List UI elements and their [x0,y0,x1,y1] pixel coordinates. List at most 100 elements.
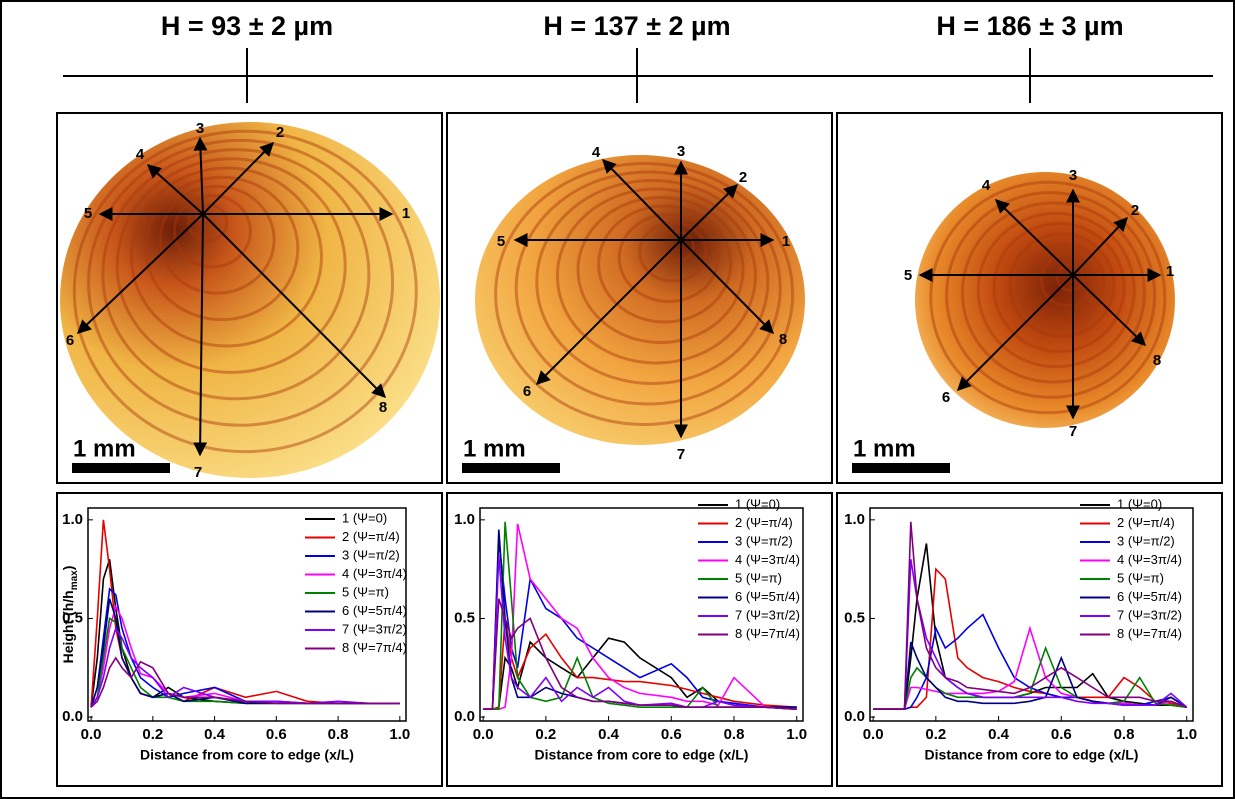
legend-label: 5 (Ψ=π) [342,584,389,599]
x-tick-label: 0.6 [661,726,682,743]
direction-arrow [146,164,204,215]
growth-ring [638,221,708,283]
growth-ring [115,157,347,374]
growth-ring [494,162,795,426]
chart-frame [836,492,1223,787]
header-title: H = 93 ± 2 µm [161,11,333,41]
x-axis-label: Distance from core to edge (x/L) [140,747,354,763]
direction-label: 1 [402,205,410,222]
y-tick-label: 1.0 [454,511,475,528]
growth-ring [555,187,757,365]
x-tick-label: 1.0 [389,726,410,743]
legend-label: 2 (Ψ=π/4) [342,529,400,544]
growth-ring [158,184,276,295]
direction-label: 2 [276,124,284,141]
legend-label: 3 (Ψ=π/2) [1117,533,1175,548]
legend-label: 2 (Ψ=π/4) [735,515,793,530]
direction-arrow [202,142,274,215]
growth-ring [1008,232,1116,338]
direction-label: 2 [739,169,747,186]
direction-arrow [680,184,738,241]
scale-bar [852,463,950,473]
direction-label: 4 [136,146,145,163]
scale-bar-label: 1 mm [73,435,136,462]
plot-area [869,507,1194,722]
direction-label: 6 [942,389,950,406]
x-tick-label: 0.6 [1051,726,1072,743]
header-title: H = 137 ± 2 µm [543,11,730,41]
direction-label: 7 [677,446,685,463]
legend-label: 8 (Ψ=7π/4) [735,626,800,641]
scale-bar-label: 1 mm [853,435,916,462]
growth-ring [617,213,720,303]
growth-ring [576,196,745,344]
direction-label: 8 [379,399,387,416]
scale-bar [462,463,560,473]
legend-label: 1 (Ψ=0) [1117,496,1162,511]
direction-label: 3 [196,120,204,137]
direction-arrow [202,213,386,398]
growth-ring [597,204,733,324]
direction-label: 4 [592,144,601,161]
legend-label: 5 (Ψ=π) [1117,570,1164,585]
direction-arrow [76,213,204,334]
legend-label: 7 (Ψ=3π/2) [735,607,800,622]
growth-ring [945,191,1157,399]
x-tick-label: 0.6 [266,726,287,743]
growth-ring [144,175,300,322]
x-tick-label: 0.8 [328,726,349,743]
growth-ring [187,203,229,242]
legend-label: 4 (Ψ=3π/4) [735,552,800,567]
x-tick-label: 0.2 [142,726,163,743]
legend-label: 4 (Ψ=3π/4) [1117,552,1182,567]
direction-label: 3 [677,143,685,160]
direction-arrow [193,213,208,457]
direction-label: 5 [84,205,92,222]
direction-arrow [193,136,208,215]
direction-arrow [1072,216,1128,276]
growth-ring [992,222,1126,353]
legend-label: 7 (Ψ=3π/2) [342,621,407,636]
y-axis-label-part: ) [60,566,76,571]
legend-label: 4 (Ψ=3π/4) [342,566,407,581]
direction-label: 6 [66,332,74,349]
legend-label: 5 (Ψ=π) [735,570,782,585]
scale-bar [72,463,170,473]
direction-arrow [680,239,774,334]
x-tick-label: 0.4 [988,726,1010,743]
direction-label: 5 [497,233,505,250]
series-line [873,521,1187,710]
x-tick-label: 0.4 [204,726,226,743]
series-line [483,598,797,710]
direction-arrow [602,158,682,241]
growth-ring [535,179,770,385]
legend-label: 1 (Ψ=0) [342,510,387,525]
growth-ring [929,180,1167,415]
direction-label: 5 [904,267,912,284]
x-tick-label: 0.2 [925,726,946,743]
y-axis-label: Height (h/hmax) [60,566,80,664]
legend-label: 3 (Ψ=π/2) [735,533,793,548]
x-axis-label: Distance from core to edge (x/L) [925,747,1139,763]
x-tick-label: 0.2 [535,726,556,743]
direction-arrow [536,239,682,385]
y-tick-label: 0.0 [454,708,475,725]
series-line [483,555,797,710]
direction-label: 7 [194,464,202,481]
x-tick-label: 0.8 [1114,726,1135,743]
scale-bar-label: 1 mm [463,435,526,462]
series-line [873,625,1187,710]
legend-label: 3 (Ψ=π/2) [342,547,400,562]
x-tick-label: 0.0 [863,726,884,743]
droplet [60,122,440,478]
growth-ring [72,129,418,454]
droplet [475,155,805,445]
legend-label: 8 (Ψ=7π/4) [342,640,407,655]
growth-ring [658,230,695,262]
x-tick-label: 0.4 [598,726,620,743]
y-tick-label: 1.0 [62,511,83,528]
y-axis-label-part: max [69,570,80,590]
legend-label: 7 (Ψ=3π/2) [1117,607,1182,622]
x-tick-label: 1.0 [1176,726,1197,743]
